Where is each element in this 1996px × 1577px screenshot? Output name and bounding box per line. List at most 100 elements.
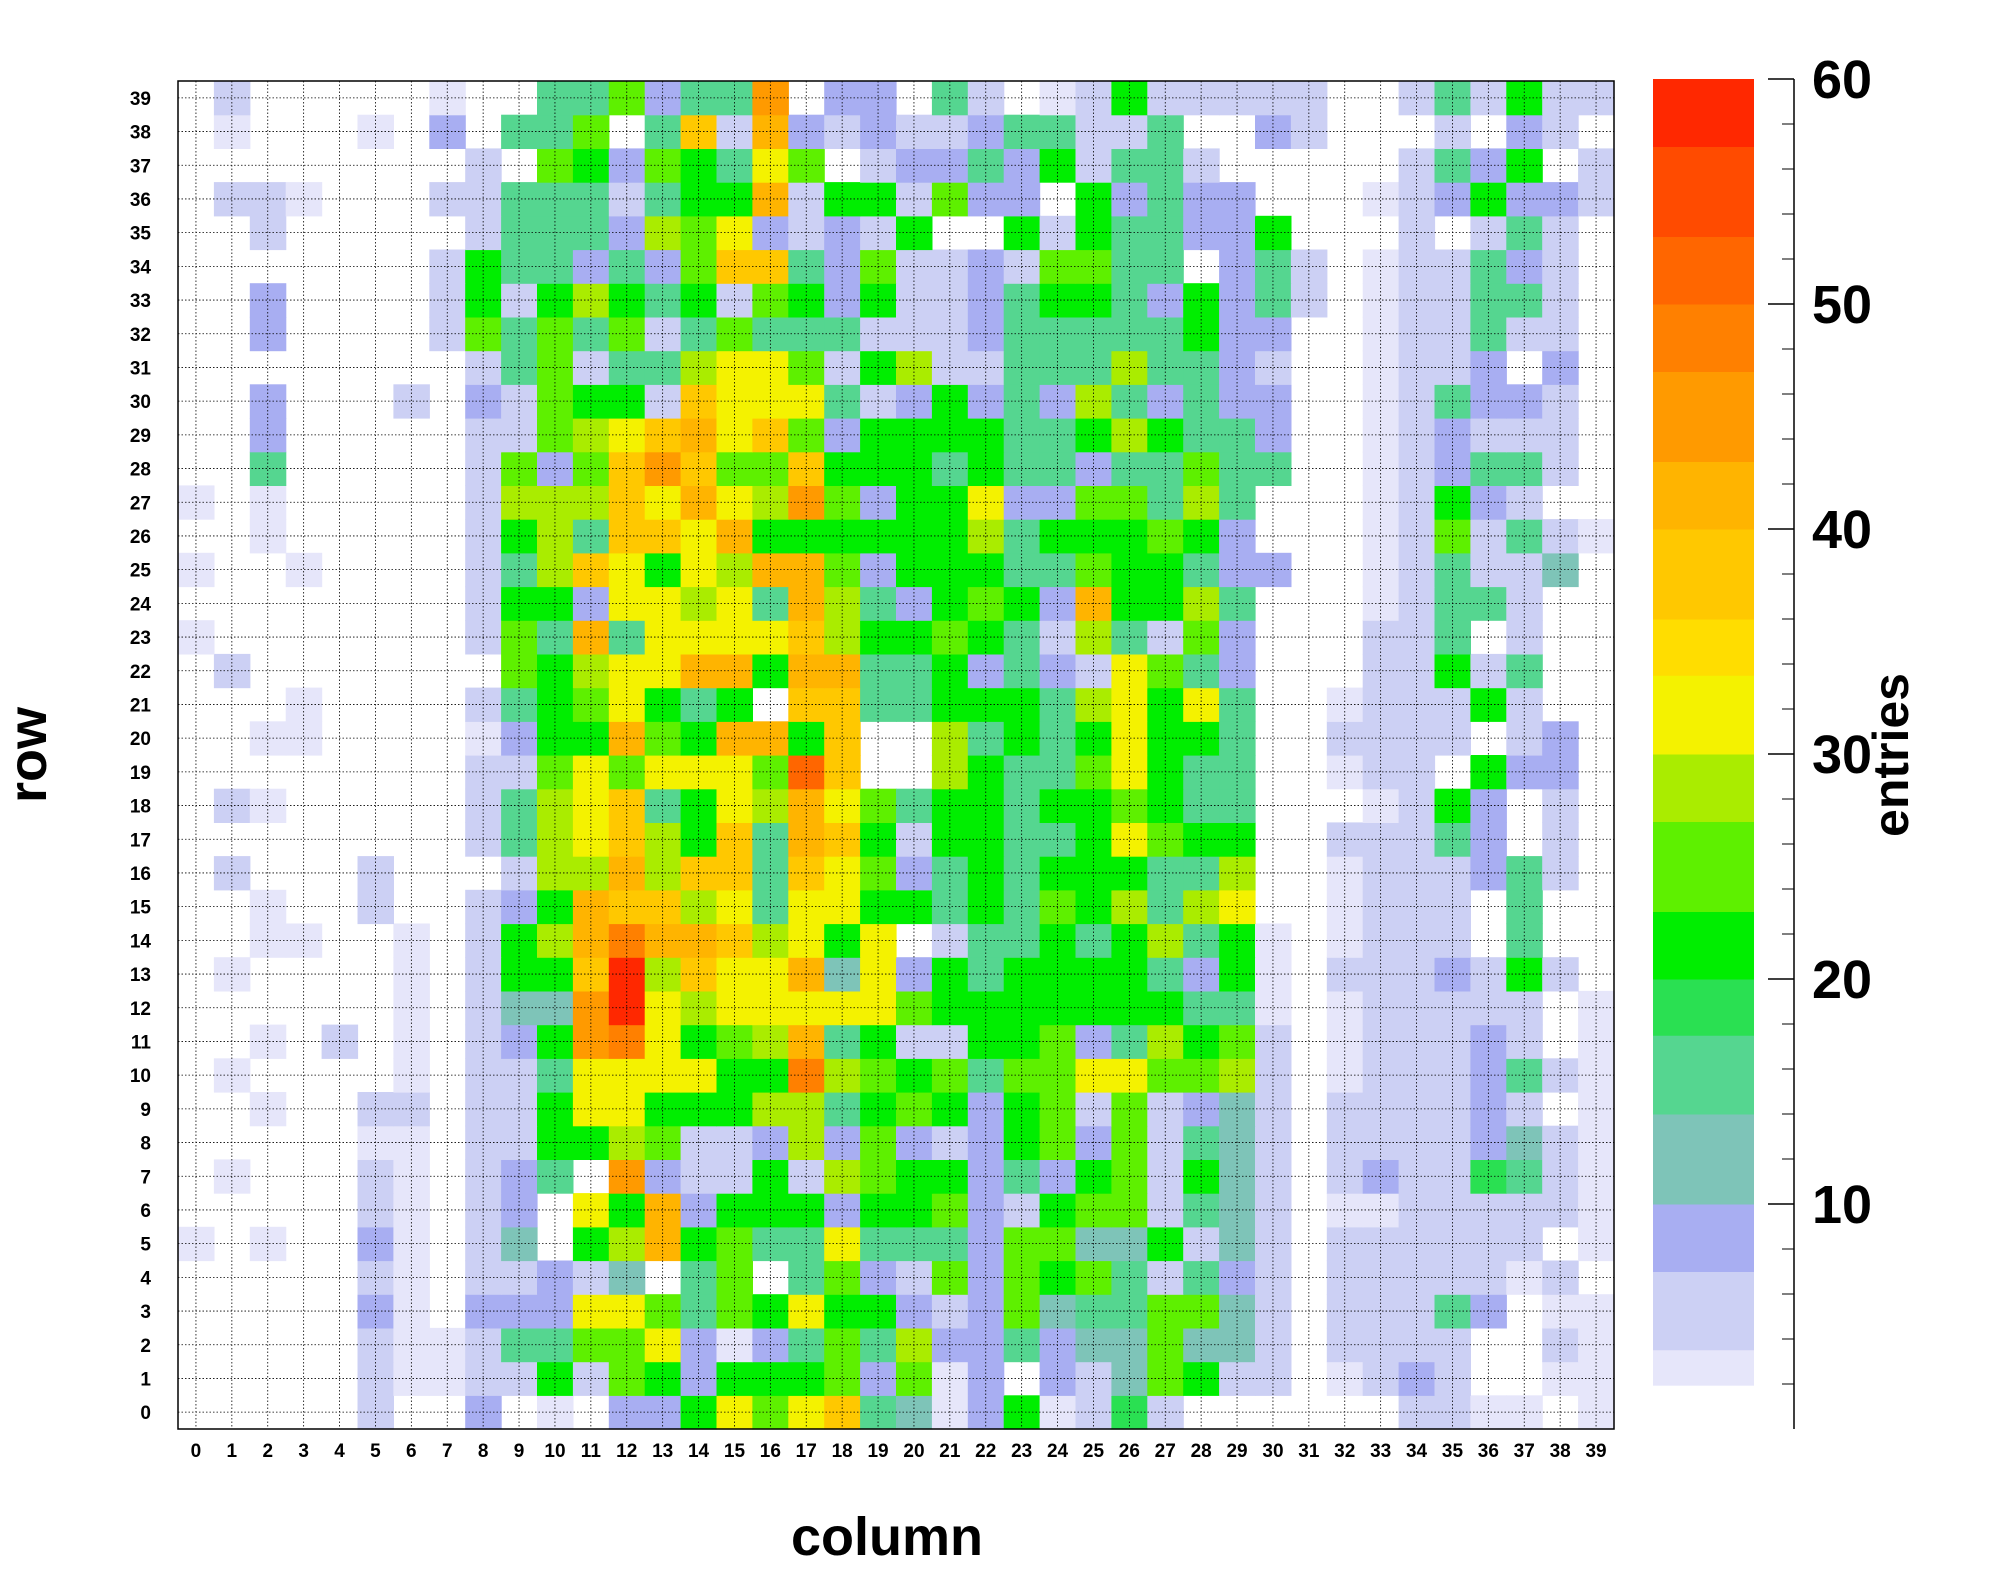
- x-tick-label: 11: [581, 1441, 602, 1462]
- x-tick-label: 31: [1298, 1441, 1320, 1462]
- x-tick-label: 5: [370, 1441, 381, 1462]
- x-tick-label: 24: [1047, 1441, 1069, 1462]
- y-tick-label: 26: [130, 527, 151, 548]
- x-axis-title: column: [791, 1507, 983, 1567]
- y-tick-label: 10: [130, 1066, 151, 1087]
- y-tick-label: 21: [130, 695, 152, 716]
- color-scale-tick-label: 60: [1812, 50, 1872, 110]
- palette-swatch: [1653, 1204, 1754, 1272]
- x-tick-label: 37: [1514, 1441, 1535, 1462]
- x-tick-label: 19: [867, 1441, 888, 1462]
- x-tick-label: 22: [975, 1441, 996, 1462]
- y-tick-label: 29: [130, 426, 151, 447]
- x-tick-label: 15: [724, 1441, 746, 1462]
- y-tick-label: 27: [130, 493, 151, 514]
- y-tick-label: 30: [130, 392, 151, 413]
- y-tick-label: 6: [140, 1201, 151, 1222]
- x-tick-label: 1: [227, 1441, 238, 1462]
- x-tick-label: 7: [442, 1441, 453, 1462]
- heatmap-cell: [1470, 552, 1507, 588]
- palette-swatch: [1653, 821, 1754, 912]
- x-tick-label: 30: [1262, 1441, 1283, 1462]
- x-tick-label: 39: [1585, 1441, 1606, 1462]
- y-tick-label: 38: [130, 123, 151, 144]
- y-tick-label: 18: [130, 797, 151, 818]
- x-tick-label: 36: [1478, 1441, 1499, 1462]
- y-tick-label: 32: [130, 325, 151, 346]
- y-tick-label: 39: [130, 89, 151, 110]
- palette-swatch: [1653, 461, 1754, 530]
- heatmap-cell: [285, 552, 323, 588]
- y-tick-label: 34: [130, 257, 152, 278]
- color-scale-tick-label: 40: [1812, 500, 1872, 560]
- y-tick-label: 19: [130, 763, 151, 784]
- y-tick-label: 4: [140, 1268, 151, 1289]
- palette-swatch: [1653, 1114, 1754, 1205]
- y-tick-label: 2: [140, 1336, 151, 1357]
- x-tick-label: 38: [1550, 1441, 1571, 1462]
- x-tick-label: 33: [1370, 1441, 1391, 1462]
- color-scale-tick-label: 30: [1812, 725, 1872, 785]
- x-tick-label: 17: [796, 1441, 817, 1462]
- x-tick-label: 20: [903, 1441, 924, 1462]
- color-palette: [1653, 79, 1754, 1386]
- color-scale-tick-label: 10: [1812, 1175, 1872, 1235]
- y-tick-label: 13: [130, 965, 151, 986]
- x-tick-label: 25: [1083, 1441, 1105, 1462]
- y-tick-label: 23: [130, 628, 151, 649]
- palette-swatch: [1653, 371, 1754, 462]
- heatmap-cell: [1398, 822, 1436, 857]
- palette-swatch: [1653, 79, 1754, 147]
- palette-swatch: [1653, 675, 1754, 755]
- y-tick-label: 11: [131, 1032, 152, 1053]
- palette-swatch: [1653, 146, 1754, 237]
- plot-frame: [177, 80, 1615, 1430]
- y-tick-label: 28: [130, 460, 151, 481]
- y-tick-label: 22: [130, 662, 151, 683]
- heatmap-cell: [1470, 822, 1507, 857]
- heatmap-cell: [1542, 552, 1579, 588]
- x-tick-label: 21: [939, 1441, 961, 1462]
- heatmap-cell: [1542, 822, 1579, 857]
- palette-swatch: [1653, 911, 1754, 980]
- y-tick-label: 37: [130, 156, 151, 177]
- x-tick-label: 16: [760, 1441, 781, 1462]
- x-tick-label: 12: [616, 1441, 637, 1462]
- x-tick-label: 13: [652, 1441, 673, 1462]
- y-tick-label: 1: [140, 1369, 151, 1390]
- gridlines: [178, 81, 1614, 1429]
- color-scale-tick-label: 20: [1812, 950, 1872, 1010]
- x-tick-label: 29: [1226, 1441, 1247, 1462]
- palette-swatch: [1653, 754, 1754, 822]
- x-tick-label: 35: [1442, 1441, 1464, 1462]
- x-axis-tick-labels: 0 1 2 3 4 5 6 7 8 9 10 11 12 13 14 15 16 17 18 19 20 21 22 23 24…: [191, 1441, 1607, 1462]
- palette-swatch: [1653, 304, 1754, 372]
- palette-swatch: [1653, 236, 1754, 305]
- x-tick-label: 4: [334, 1441, 345, 1462]
- heatmap-cell: [1326, 822, 1364, 857]
- x-tick-label: 32: [1334, 1441, 1355, 1462]
- y-tick-label: 3: [140, 1302, 151, 1323]
- heatmap-cells: [178, 81, 1615, 1430]
- x-tick-label: 8: [478, 1441, 489, 1462]
- y-tick-label: 31: [130, 358, 152, 379]
- y-tick-label: 17: [130, 830, 151, 851]
- y-tick-label: 9: [140, 1100, 151, 1121]
- palette-swatch: [1653, 529, 1754, 620]
- y-tick-label: 35: [130, 224, 152, 245]
- y-tick-label: 5: [140, 1235, 151, 1256]
- y-tick-label: 20: [130, 729, 151, 750]
- palette-swatch: [1653, 1035, 1754, 1115]
- x-tick-label: 18: [832, 1441, 853, 1462]
- y-tick-label: 12: [130, 999, 151, 1020]
- y-tick-label: 36: [130, 190, 151, 211]
- palette-swatch: [1653, 1350, 1754, 1386]
- palette-swatch: [1653, 619, 1754, 676]
- palette-swatch: [1653, 979, 1754, 1036]
- y-tick-label: 0: [140, 1403, 151, 1424]
- color-scale-tick-label: 50: [1812, 275, 1872, 335]
- x-tick-label: 2: [262, 1441, 273, 1462]
- y-axis-tick-labels: 0123456789101112131415161718192021222324…: [130, 89, 152, 1424]
